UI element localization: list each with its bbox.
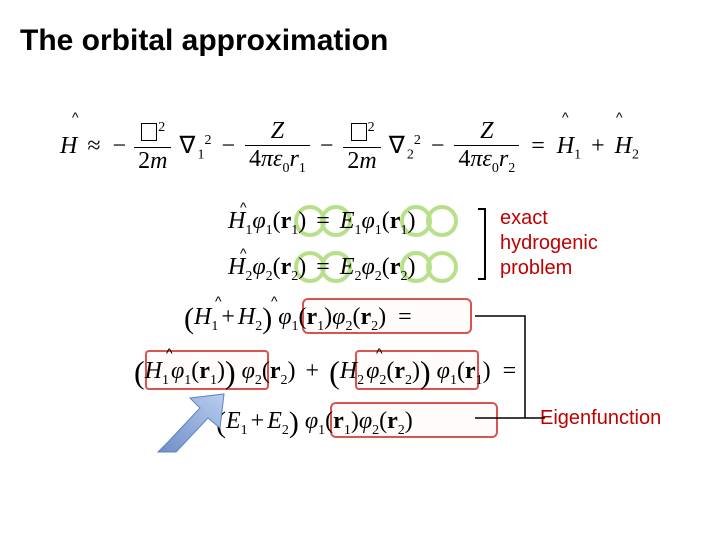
brace-hydrogenic (478, 208, 486, 280)
circle-eq1-r-r (426, 205, 458, 237)
connector-lines (470, 300, 560, 440)
equation-combo: (H1+H2) φ1(r1)φ2(r2) = (184, 302, 418, 336)
equation-energy: (E1+E2) φ1(r1)φ2(r2) (216, 406, 413, 440)
label-exact-hydrogenic: exact hydrogenic problem (500, 206, 598, 281)
slide-title: The orbital approximation (20, 24, 388, 58)
equation-expanded: (H1φ1(r1)) φ2(r2) + (H2φ2(r2)) φ1(r1) = (134, 354, 522, 391)
arrow-3d-icon (148, 390, 238, 460)
equation-eigen-2: H2φ2(r2) = E2φ2(r2) (228, 254, 415, 285)
equation-main: H ≈ − 22m ∇12 − Z4πε0r1 − 22m ∇22 − Z4πε… (60, 118, 639, 177)
circle-eq2-r-r (426, 251, 458, 283)
equation-eigen-1: H1φ1(r1) = E1φ1(r1) (228, 208, 415, 239)
